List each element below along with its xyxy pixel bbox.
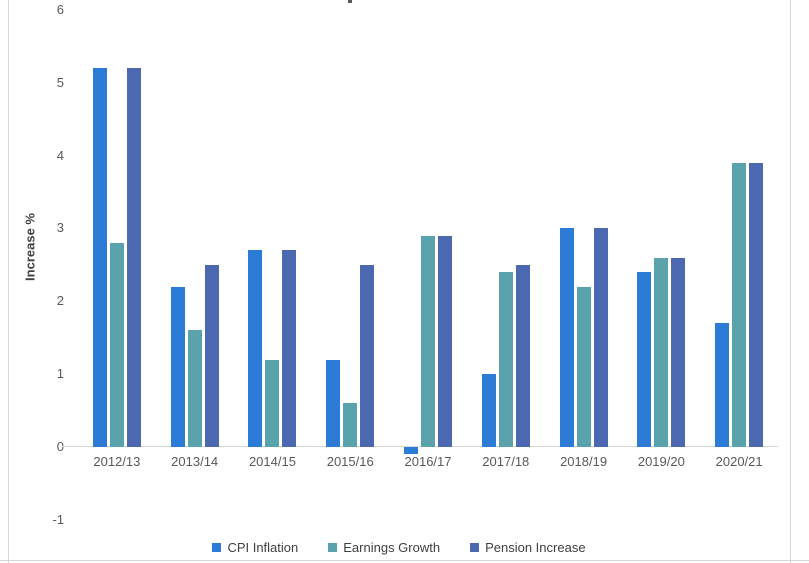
bar-pension-increase — [360, 264, 375, 447]
x-axis-category-label: 2018/19 — [560, 454, 608, 469]
legend-swatch-icon — [328, 543, 338, 552]
legend-item-cpi-inflation: CPI Inflation — [212, 540, 298, 555]
bar-cpi-inflation — [92, 68, 107, 447]
bar-earnings-growth — [343, 403, 358, 447]
y-tick-label: 3 — [56, 220, 64, 236]
x-axis-category-label: 2013/14 — [171, 454, 219, 469]
left-frame-border — [8, 0, 9, 563]
x-axis-category-label: 2017/18 — [482, 454, 530, 469]
bar-earnings-growth — [187, 330, 202, 447]
legend-item-earnings-growth: Earnings Growth — [328, 540, 440, 555]
chart-legend: CPI Inflation Earnings Growth Pension Incr… — [8, 540, 790, 555]
right-frame-border — [790, 0, 791, 563]
legend-item-pension-increase: Pension Increase — [470, 540, 586, 555]
x-axis-category-label: 2020/21 — [715, 454, 763, 469]
bar-earnings-growth — [421, 235, 435, 447]
y-tick-label: 4 — [56, 147, 64, 163]
cropped-title-fragment — [348, 0, 352, 3]
bar-earnings-growth — [576, 286, 591, 447]
bar-pension-increase — [282, 250, 297, 447]
legend-label: Pension Increase — [485, 540, 586, 555]
bar-cpi-inflation — [481, 374, 496, 447]
x-axis-line — [62, 446, 778, 447]
bar-cpi-inflation — [559, 228, 574, 447]
bar-pension-increase — [593, 228, 608, 447]
bar-earnings-growth — [265, 359, 280, 447]
y-tick-label: -1 — [52, 511, 64, 527]
bar-cpi-inflation — [326, 359, 341, 447]
legend-swatch-icon — [470, 543, 480, 552]
legend-label: Earnings Growth — [343, 540, 441, 555]
x-axis-category-label: 2012/13 — [93, 454, 141, 469]
bar-pension-increase — [204, 264, 219, 447]
bar-earnings-growth — [498, 272, 513, 447]
bar-cpi-inflation — [170, 286, 185, 447]
bar-pension-increase — [515, 264, 530, 447]
bar-cpi-inflation — [637, 272, 652, 447]
bar-cpi-inflation — [715, 323, 730, 447]
bar-earnings-growth — [654, 257, 669, 447]
legend-label: CPI Inflation — [227, 540, 299, 555]
legend-swatch-icon — [212, 543, 222, 552]
bar-earnings-growth — [732, 162, 747, 447]
bar-pension-increase — [671, 257, 686, 447]
bar-pension-increase — [749, 162, 764, 447]
bottom-frame-border — [0, 560, 809, 561]
bar-cpi-inflation — [404, 447, 418, 455]
y-tick-label: 1 — [56, 366, 64, 382]
x-axis-category-label: 2019/20 — [637, 454, 685, 469]
x-axis-category-label: 2015/16 — [326, 454, 374, 469]
x-axis-category-label: 2016/17 — [404, 454, 452, 469]
y-tick-label: 6 — [56, 1, 64, 17]
x-axis-category-label: 2014/15 — [248, 454, 296, 469]
bar-pension-increase — [126, 68, 141, 447]
y-tick-label: 5 — [56, 74, 64, 90]
y-tick-label: 0 — [56, 439, 64, 454]
bar-pension-increase — [438, 235, 452, 447]
bar-cpi-inflation — [248, 250, 263, 447]
y-tick-label: 2 — [56, 293, 64, 309]
bar-earnings-growth — [109, 243, 124, 447]
